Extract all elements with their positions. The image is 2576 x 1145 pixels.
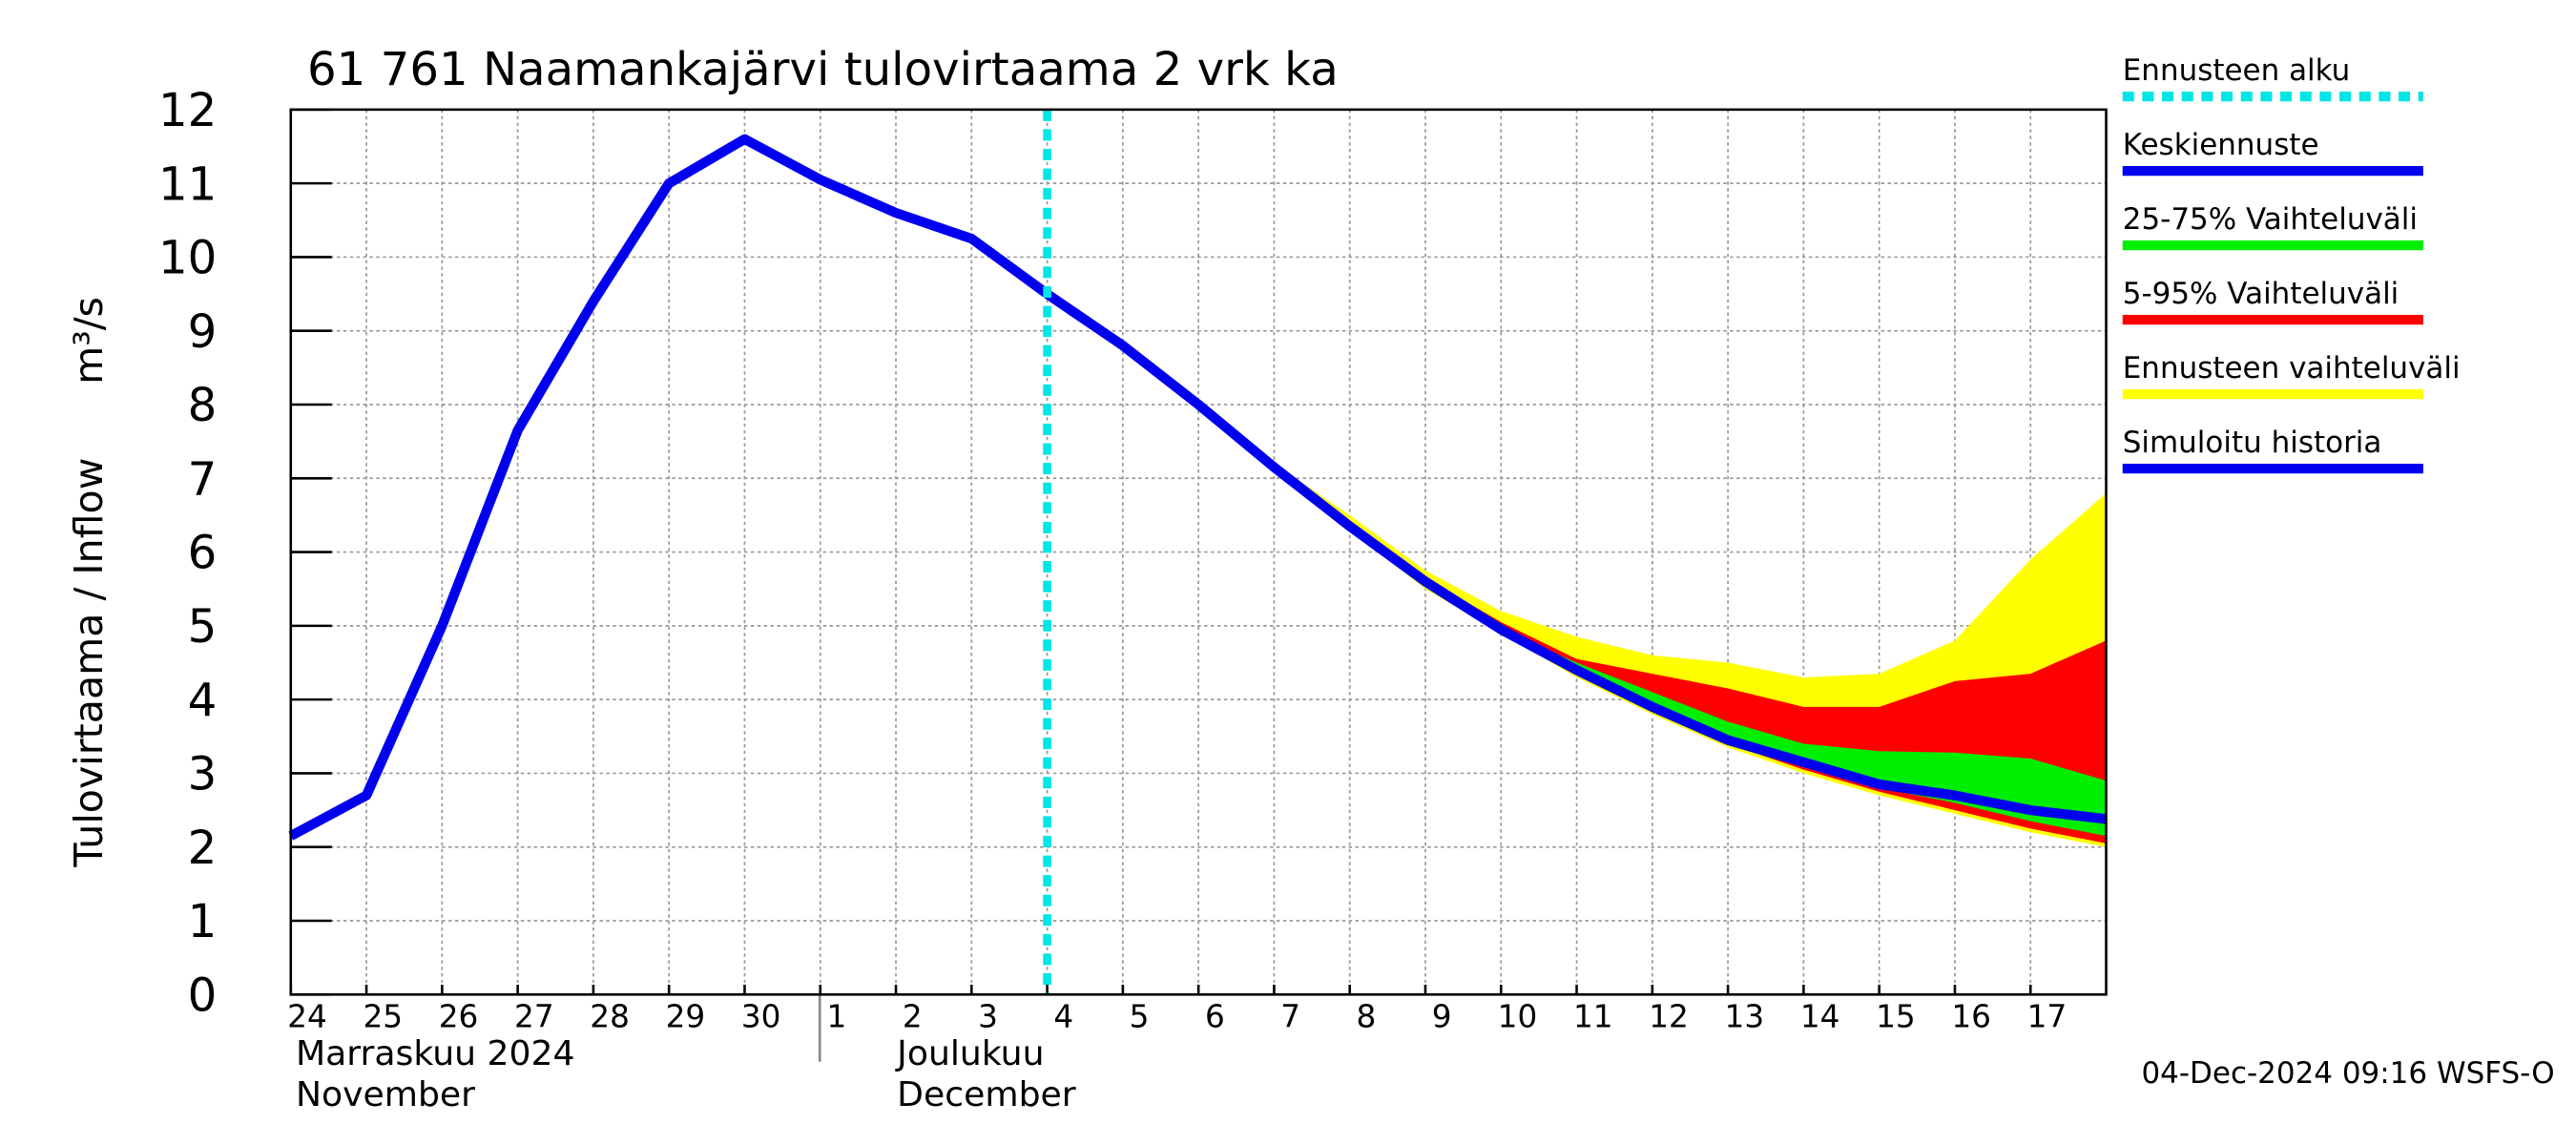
- y-tick-label: 12: [158, 84, 217, 137]
- x-tick-label: 6: [1205, 999, 1225, 1035]
- x-tick-label: 27: [514, 999, 554, 1035]
- x-tick-label: 15: [1876, 999, 1916, 1035]
- x-tick-label: 5: [1130, 999, 1150, 1035]
- band: [1047, 294, 2107, 837]
- x-tick-label: 8: [1357, 999, 1377, 1035]
- y-tick-label: 0: [188, 969, 218, 1023]
- month-label: December: [897, 1074, 1076, 1114]
- x-tick-label: 11: [1573, 999, 1613, 1035]
- series-line: [1044, 289, 2108, 824]
- x-tick-label: 25: [363, 999, 403, 1035]
- x-tick-label: 17: [2027, 999, 2067, 1035]
- plot-frame: [289, 108, 2108, 996]
- y-tick-label: 4: [188, 674, 218, 727]
- x-tick-label: 28: [590, 999, 630, 1035]
- x-tick-label: 24: [287, 999, 327, 1035]
- y-tick-label: 7: [188, 453, 218, 507]
- y-tick-label: 6: [188, 527, 218, 580]
- month-label: Joulukuu: [895, 1033, 1044, 1073]
- month-label: Marraskuu 2024: [296, 1033, 575, 1073]
- y-axis-unit: m³/s: [66, 297, 112, 385]
- x-tick-label: 10: [1498, 999, 1538, 1035]
- x-tick-label: 14: [1800, 999, 1840, 1035]
- timestamp: 04-Dec-2024 09:16 WSFS-O: [2141, 1056, 2554, 1091]
- y-tick-label: 11: [158, 157, 217, 211]
- x-tick-label: 12: [1649, 999, 1689, 1035]
- x-tick-label: 16: [1951, 999, 1991, 1035]
- legend-label: 5-95% Vaihteluväli: [2123, 277, 2399, 311]
- x-tick-label: 4: [1053, 999, 1073, 1035]
- y-tick-label: 9: [188, 305, 218, 359]
- month-label: November: [296, 1074, 475, 1114]
- y-tick-label: 2: [188, 822, 218, 875]
- y-axis-label: Tulovirtaama / Inflow: [66, 458, 112, 868]
- x-tick-label: 13: [1725, 999, 1765, 1035]
- y-tick-label: 10: [158, 232, 217, 285]
- chart-title: 61 761 Naamankajärvi tulovirtaama 2 vrk …: [307, 43, 1339, 96]
- legend-label: Ennusteen alku: [2123, 53, 2351, 88]
- y-tick-label: 3: [188, 748, 218, 802]
- y-tick-label: 1: [188, 895, 218, 948]
- x-tick-label: 1: [827, 999, 847, 1035]
- x-tick-label: 7: [1280, 999, 1300, 1035]
- x-tick-label: 30: [741, 999, 781, 1035]
- series-line: [288, 134, 1050, 841]
- legend-label: Simuloitu historia: [2123, 426, 2382, 460]
- y-tick-label: 8: [188, 379, 218, 432]
- x-tick-label: 26: [439, 999, 479, 1035]
- legend-label: Keskiennuste: [2123, 128, 2319, 162]
- x-tick-label: 29: [666, 999, 706, 1035]
- x-tick-label: 9: [1432, 999, 1452, 1035]
- x-tick-label: 2: [903, 999, 923, 1035]
- x-tick-label: 3: [978, 999, 998, 1035]
- y-tick-label: 5: [188, 600, 218, 654]
- legend-label: 25-75% Vaihteluväli: [2123, 202, 2418, 237]
- legend-label: Ennusteen vaihteluväli: [2123, 351, 2461, 385]
